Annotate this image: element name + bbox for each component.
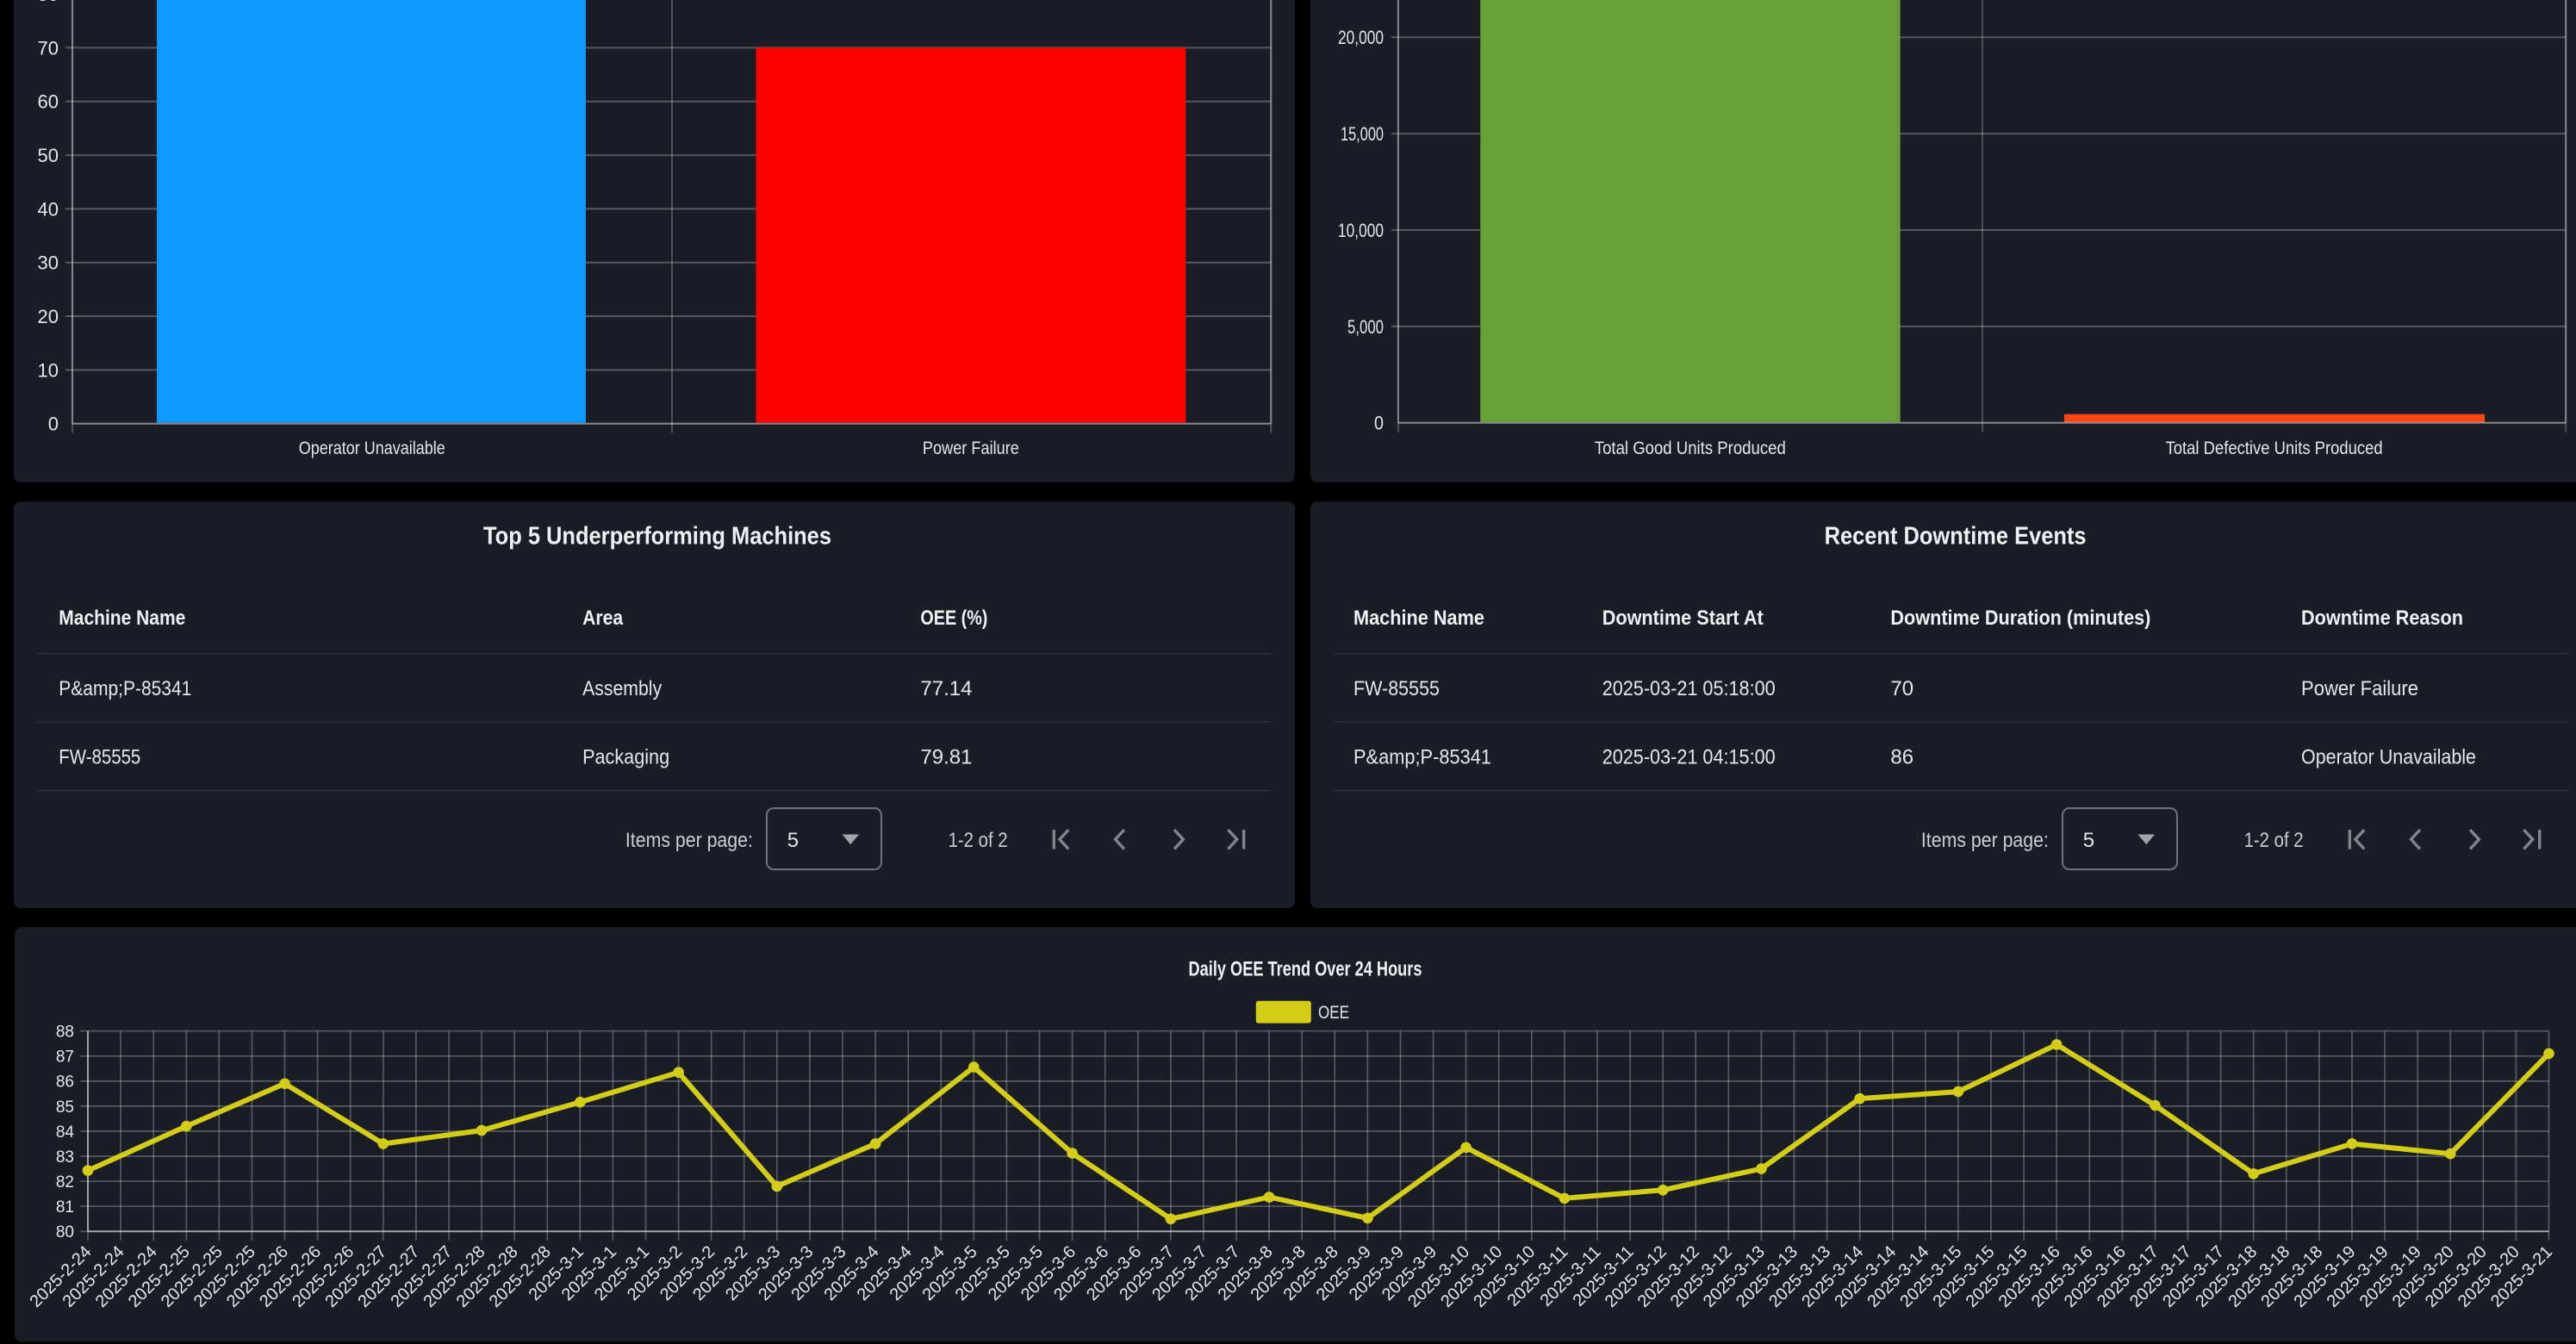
svg-text:15,000: 15,000: [1341, 123, 1384, 145]
svg-text:Area: Area: [582, 607, 624, 630]
svg-text:2025-03-21 05:18:00: 2025-03-21 05:18:00: [1602, 677, 1776, 700]
svg-text:1-2 of 2: 1-2 of 2: [949, 829, 1008, 852]
svg-text:5: 5: [2083, 829, 2094, 852]
svg-text:Top 5 Underperforming Machines: Top 5 Underperforming Machines: [483, 522, 831, 550]
svg-text:85: 85: [56, 1098, 74, 1117]
svg-text:30: 30: [38, 252, 59, 274]
svg-text:50: 50: [38, 145, 59, 166]
svg-text:70: 70: [1890, 677, 1913, 700]
svg-text:82: 82: [56, 1173, 74, 1192]
svg-text:20: 20: [38, 306, 59, 327]
svg-text:86: 86: [56, 1073, 74, 1092]
svg-text:20,000: 20,000: [1338, 27, 1384, 48]
svg-text:1-2 of 2: 1-2 of 2: [2244, 829, 2304, 852]
svg-text:FW-85555: FW-85555: [59, 746, 140, 769]
svg-text:79.81: 79.81: [920, 746, 972, 769]
svg-text:5: 5: [787, 829, 799, 852]
svg-text:Total Good Units Produced: Total Good Units Produced: [1595, 439, 1786, 458]
svg-text:Machine Name: Machine Name: [59, 607, 185, 630]
svg-text:Total Defective Units Produced: Total Defective Units Produced: [2166, 439, 2383, 458]
svg-text:83: 83: [56, 1148, 74, 1167]
svg-text:0: 0: [48, 414, 59, 435]
svg-text:FW-85555: FW-85555: [1353, 677, 1440, 700]
svg-text:Recent Downtime Events: Recent Downtime Events: [1825, 522, 2087, 550]
svg-text:40: 40: [38, 198, 59, 220]
svg-text:88: 88: [56, 1024, 74, 1042]
svg-text:Daily OEE Trend Over 24 Hours: Daily OEE Trend Over 24 Hours: [1189, 958, 1422, 981]
svg-text:P&amp;P-85341: P&amp;P-85341: [59, 677, 191, 700]
svg-text:Operator Unavailable: Operator Unavailable: [299, 439, 445, 458]
svg-text:OEE: OEE: [1318, 1003, 1349, 1023]
svg-text:81: 81: [56, 1198, 74, 1216]
svg-text:Items per page:: Items per page:: [625, 829, 753, 852]
svg-text:77.14: 77.14: [920, 677, 972, 700]
svg-text:10,000: 10,000: [1338, 220, 1384, 241]
svg-text:OEE (%): OEE (%): [920, 607, 987, 630]
svg-text:Downtime Duration (minutes): Downtime Duration (minutes): [1890, 607, 2150, 630]
svg-text:Assembly: Assembly: [582, 677, 662, 700]
svg-text:Packaging: Packaging: [582, 746, 669, 769]
svg-text:Downtime Start At: Downtime Start At: [1602, 607, 1764, 630]
svg-text:80: 80: [38, 0, 59, 5]
svg-text:10: 10: [38, 359, 59, 381]
svg-text:60: 60: [38, 91, 59, 113]
svg-text:2025-03-21 04:15:00: 2025-03-21 04:15:00: [1602, 746, 1776, 769]
svg-text:87: 87: [56, 1048, 74, 1067]
svg-text:Machine Name: Machine Name: [1353, 607, 1484, 630]
svg-text:Power Failure: Power Failure: [923, 439, 1019, 458]
svg-text:Downtime Reason: Downtime Reason: [2301, 607, 2463, 630]
svg-text:80: 80: [56, 1223, 74, 1241]
svg-text:0: 0: [1374, 413, 1384, 434]
svg-text:84: 84: [56, 1123, 75, 1142]
svg-text:Operator Unavailable: Operator Unavailable: [2301, 746, 2476, 769]
svg-text:Power Failure: Power Failure: [2301, 677, 2418, 700]
svg-text:5,000: 5,000: [1347, 316, 1384, 338]
svg-text:Items per page:: Items per page:: [1921, 829, 2049, 852]
svg-text:P&amp;P-85341: P&amp;P-85341: [1353, 746, 1491, 769]
svg-text:70: 70: [38, 37, 59, 59]
svg-text:86: 86: [1890, 746, 1913, 769]
